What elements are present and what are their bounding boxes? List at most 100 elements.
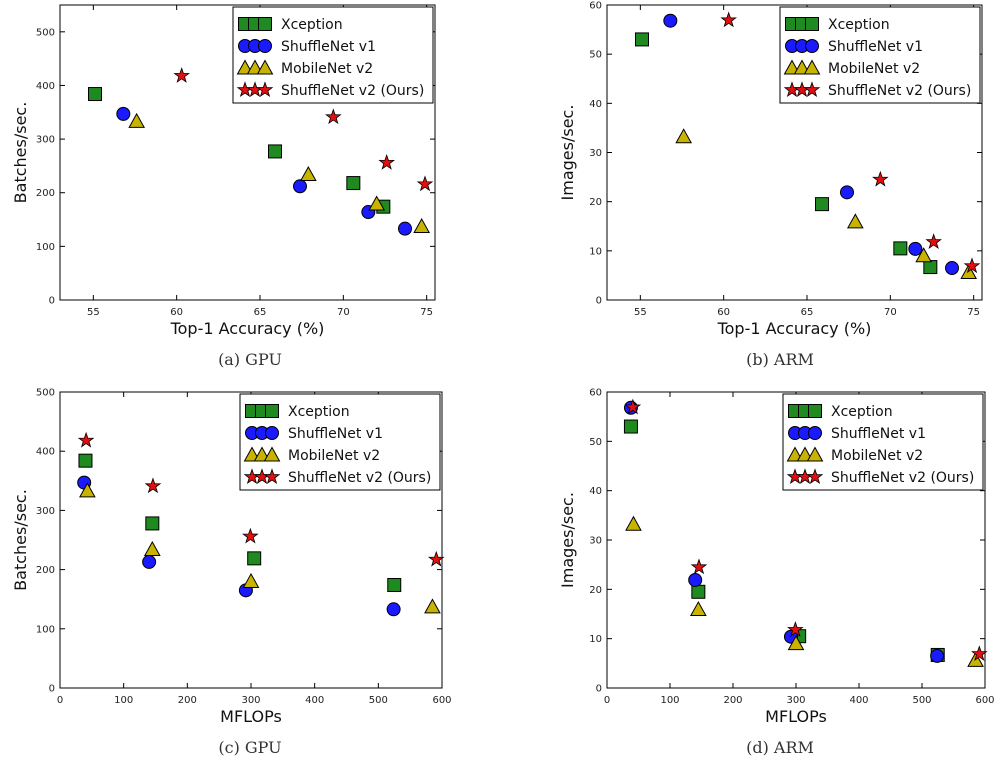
x-tick-label: 70 — [884, 307, 897, 318]
data-point-triangle — [690, 601, 707, 617]
y-axis-label: Images/sec. — [558, 105, 577, 201]
legend-label: Xception — [831, 404, 893, 420]
legend-marker-triangle — [803, 59, 821, 75]
x-tick-label: 55 — [634, 307, 647, 318]
data-point-circle — [386, 602, 401, 617]
y-axis-label: Images/sec. — [558, 492, 577, 588]
legend-marker-triangle — [246, 59, 264, 75]
legend-label: MobileNet v2 — [281, 61, 373, 77]
y-tick-label: 400 — [36, 447, 55, 458]
data-point-circle — [142, 554, 157, 569]
x-tick-label: 0 — [604, 695, 610, 706]
y-tick-label: 400 — [36, 81, 55, 92]
data-point-star — [378, 153, 395, 170]
data-point-square — [78, 453, 93, 468]
chart-c: 0 100 200 300 400 500 600 0 100 200 300 400 500 MFLOP… — [11, 388, 452, 727]
x-tick-label: 75 — [420, 307, 433, 318]
legend-label: ShuffleNet v1 — [828, 39, 923, 55]
y-tick-label: 30 — [589, 536, 602, 547]
data-point-star — [963, 257, 981, 274]
y-tick-label: 60 — [589, 388, 602, 399]
data-point-star — [427, 550, 445, 567]
y-axis-label: Batches/sec. — [11, 102, 30, 204]
legend-marker-triangle — [793, 59, 811, 75]
legend-label: ShuffleNet v1 — [288, 426, 383, 442]
x-axis-label: MFLOPs — [220, 707, 282, 726]
y-tick-label: 20 — [589, 585, 602, 596]
y-axis-label: Batches/sec. — [11, 489, 30, 591]
data-point-triangle — [128, 112, 146, 128]
legend-label: ShuffleNet v1 — [281, 39, 376, 55]
data-point-circle — [663, 13, 678, 28]
data-point-triangle — [368, 195, 386, 211]
data-point-star — [77, 431, 95, 448]
y-tick-label: 500 — [36, 388, 55, 399]
data-point-triangle — [413, 217, 431, 234]
data-point-triangle — [675, 128, 693, 144]
y-tick-label: 50 — [589, 437, 602, 448]
data-point-square — [387, 577, 402, 592]
y-tick-label: 0 — [49, 684, 55, 695]
legend-marker-triangle — [253, 446, 271, 462]
data-point-circle — [116, 106, 131, 121]
x-tick-label: 500 — [369, 695, 388, 706]
caption-c: (c) GPU — [218, 738, 282, 757]
x-axis-label: Top-1 Accuracy (%) — [170, 319, 325, 338]
y-tick-label: 300 — [36, 135, 55, 146]
legend-label: MobileNet v2 — [288, 448, 380, 464]
data-point-circle — [688, 572, 703, 587]
x-tick-label: 65 — [254, 307, 267, 318]
x-tick-label: 200 — [723, 695, 742, 706]
data-point-star — [925, 233, 942, 250]
data-point-square — [88, 87, 102, 102]
data-point-square — [893, 241, 908, 256]
y-tick-label: 0 — [596, 684, 602, 695]
legend-label: MobileNet v2 — [828, 61, 920, 77]
y-tick-label: 60 — [589, 1, 602, 12]
data-point-circle — [398, 221, 412, 236]
x-tick-label: 400 — [849, 695, 868, 706]
data-point-circle — [945, 261, 959, 276]
data-point-star — [325, 108, 342, 125]
data-point-star — [416, 175, 434, 192]
chart-a: 55 60 65 70 75 0 100 200 300 400 500 Top-1 Accuracy… — [11, 4, 436, 338]
y-tick-label: 200 — [36, 565, 55, 576]
legend-marker-circle — [265, 426, 279, 440]
y-tick-label: 300 — [36, 506, 55, 517]
data-point-triangle — [424, 598, 441, 614]
data-point-triangle — [846, 213, 864, 229]
y-tick-label: 500 — [36, 27, 55, 38]
y-tick-label: 10 — [589, 634, 602, 645]
legend-marker-triangle — [236, 59, 254, 75]
data-point-square — [268, 144, 282, 159]
x-tick-label: 400 — [305, 695, 324, 706]
data-point-circle — [840, 185, 854, 200]
y-tick-label: 100 — [36, 242, 55, 253]
legend-label: Xception — [288, 404, 350, 420]
data-point-square — [691, 584, 706, 599]
data-point-star — [690, 558, 708, 575]
legend-label: ShuffleNet v2 (Ours) — [288, 470, 431, 486]
data-point-triangle — [143, 540, 161, 556]
data-point-circle — [930, 648, 945, 663]
legend-marker-square — [258, 17, 272, 31]
legend-label: Xception — [828, 17, 890, 33]
x-tick-label: 200 — [178, 695, 197, 706]
data-point-square — [923, 260, 938, 275]
legend-marker-circle — [258, 39, 272, 53]
y-tick-label: 40 — [589, 486, 602, 497]
x-tick-label: 60 — [170, 307, 183, 318]
data-point-triangle — [242, 572, 260, 588]
legend-marker-star — [806, 468, 824, 485]
data-point-circle — [293, 179, 307, 194]
x-tick-label: 70 — [337, 307, 350, 318]
x-tick-label: 500 — [912, 695, 931, 706]
legend-marker-star — [263, 468, 281, 485]
legend-marker-star — [256, 81, 274, 98]
y-tick-label: 100 — [36, 624, 55, 635]
y-tick-label: 200 — [36, 188, 55, 199]
y-tick-label: 0 — [49, 296, 55, 307]
plot-frame — [59, 4, 436, 301]
